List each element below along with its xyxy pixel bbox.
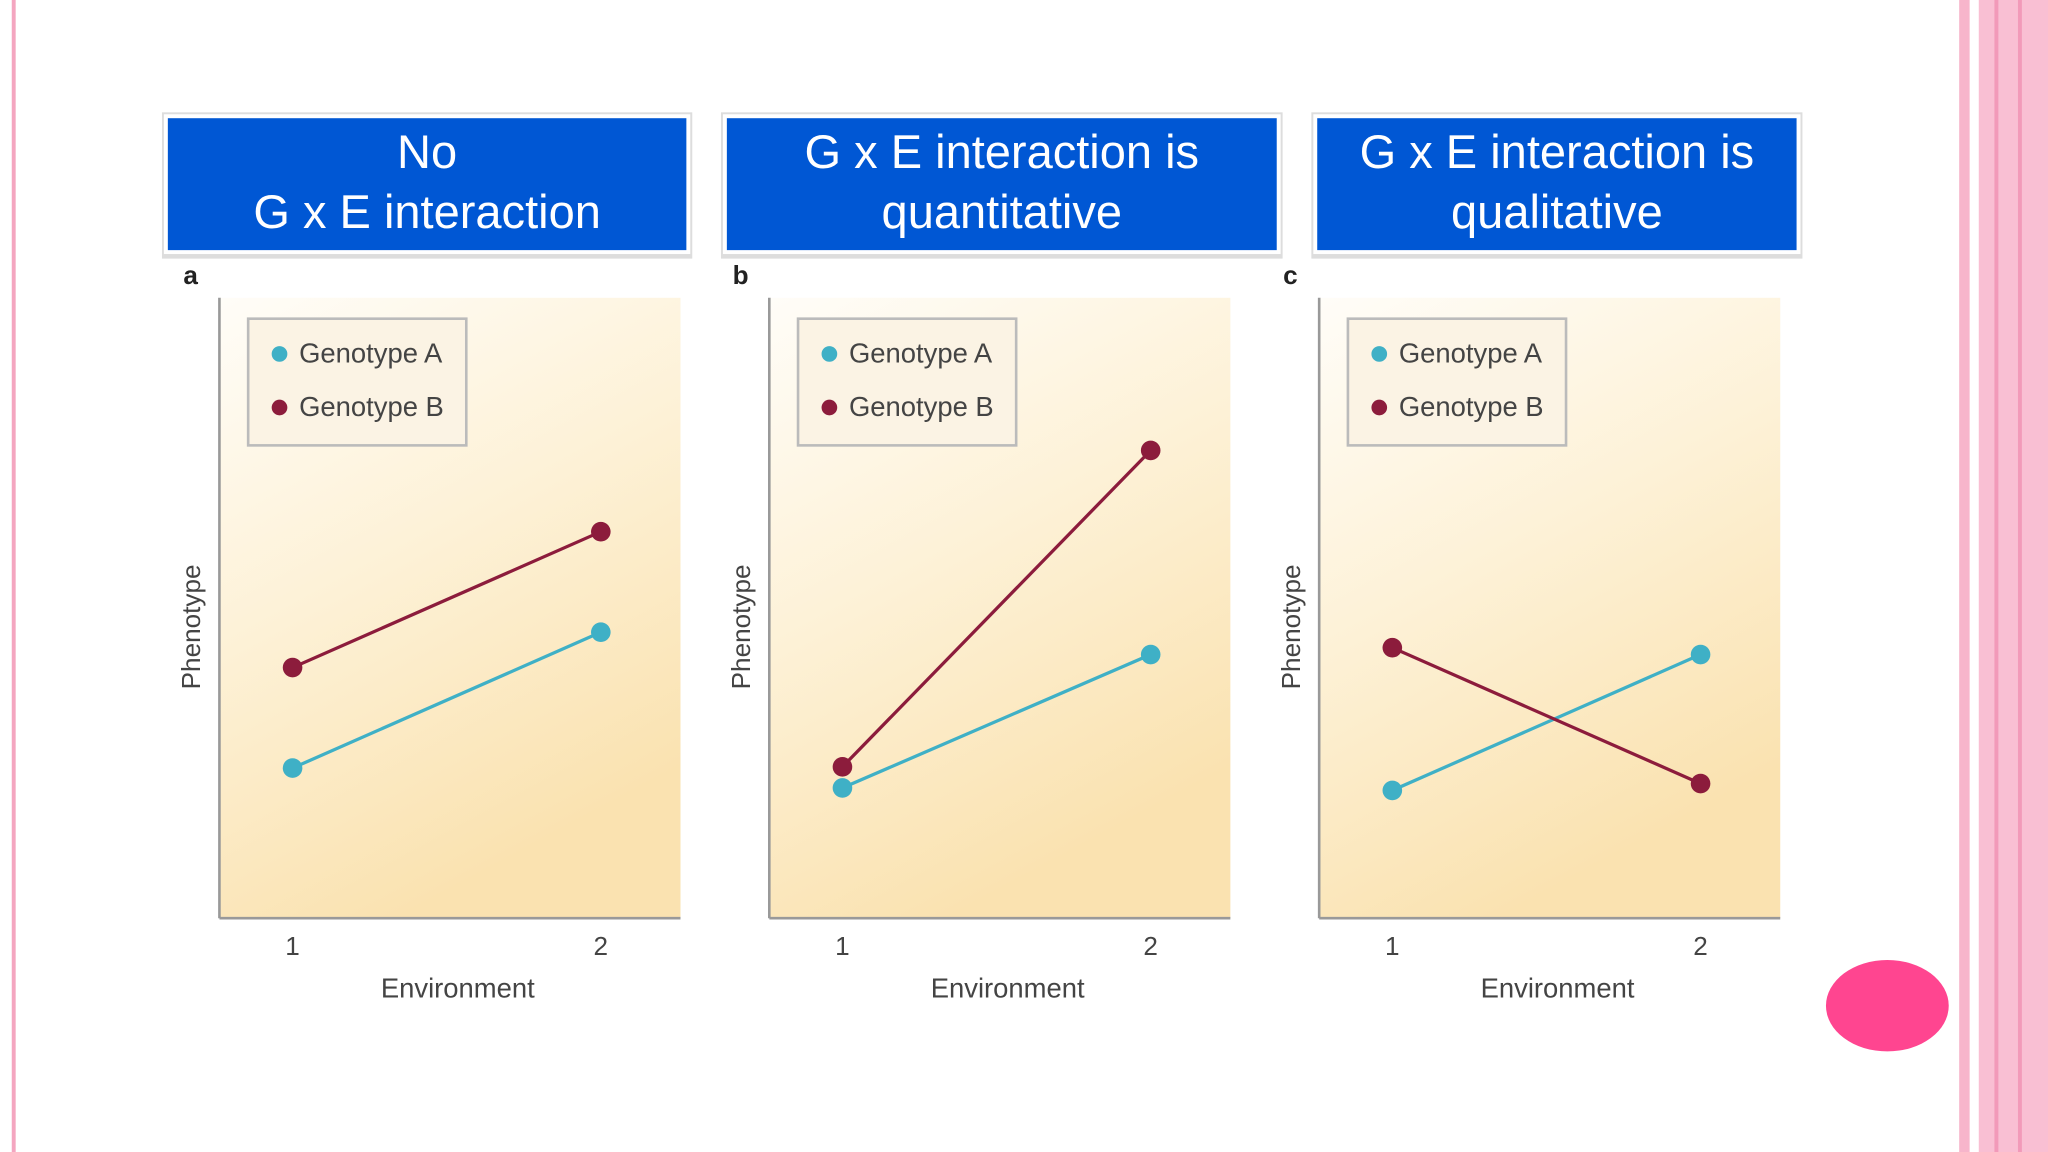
data-point (1382, 637, 1403, 658)
border-stripe (1978, 0, 2048, 1152)
legend-label: Genotype B (1399, 391, 1544, 422)
legend-label: Genotype A (849, 338, 993, 369)
data-point (1140, 440, 1161, 461)
data-point (832, 778, 853, 798)
panel-label: a (183, 260, 198, 290)
x-tick-label: 2 (1143, 931, 1158, 961)
legend-marker (271, 346, 288, 362)
series-line (291, 630, 602, 770)
header-title: G x E interaction is (805, 125, 1200, 178)
border-right (1959, 0, 1970, 1152)
header-box (163, 114, 691, 255)
legend-box (796, 317, 1018, 447)
x-tick-label: 2 (594, 931, 609, 961)
data-point (282, 758, 303, 778)
legend-label: Genotype B (299, 391, 444, 422)
x-tick-label: 1 (285, 931, 300, 961)
legend-label: Genotype B (849, 391, 994, 422)
data-point (1690, 644, 1711, 665)
panel-label: b (733, 260, 749, 290)
x-axis-label: Environment (1481, 972, 1635, 1003)
data-point (832, 757, 853, 777)
series-line (291, 530, 602, 670)
series-line (841, 653, 1152, 790)
header-box (722, 114, 1281, 255)
y-axis-label: Phenotype (1276, 565, 1306, 690)
x-axis-label: Environment (381, 972, 535, 1003)
series-line (841, 449, 1152, 768)
series-line (1391, 646, 1702, 786)
y-axis-label: Phenotype (176, 565, 206, 690)
data-point (591, 622, 611, 642)
x-tick-label: 1 (1385, 931, 1400, 961)
legend-box (246, 317, 468, 447)
legend-marker (1371, 346, 1388, 362)
x-tick-label: 1 (835, 931, 850, 961)
legend-label: Genotype A (299, 338, 443, 369)
header-title: G x E interaction (253, 185, 601, 238)
border-left (11, 0, 16, 1152)
header-title: G x E interaction is (1360, 125, 1755, 178)
header-title: No (397, 125, 457, 178)
x-tick-label: 2 (1693, 931, 1708, 961)
legend-box (1346, 317, 1568, 447)
data-point (1140, 644, 1161, 665)
header-title: quantitative (882, 185, 1122, 238)
border-stripe (2017, 0, 2022, 1152)
y-axis-label: Phenotype (726, 565, 756, 690)
border-stripe (1994, 0, 1999, 1152)
legend-marker (271, 399, 288, 416)
series-line (1391, 653, 1702, 792)
data-point (591, 521, 611, 542)
legend-marker (821, 399, 838, 416)
x-axis-label: Environment (931, 972, 1085, 1003)
legend-marker (1371, 399, 1388, 416)
panel-label: c (1283, 260, 1298, 290)
decor-circle (1825, 960, 1949, 1052)
data-point (1382, 780, 1403, 801)
header-box (1313, 114, 1801, 255)
legend-marker (821, 346, 838, 362)
data-point (1690, 773, 1711, 794)
legend-label: Genotype A (1399, 338, 1543, 369)
header-title: qualitative (1451, 185, 1663, 238)
data-point (282, 657, 303, 678)
